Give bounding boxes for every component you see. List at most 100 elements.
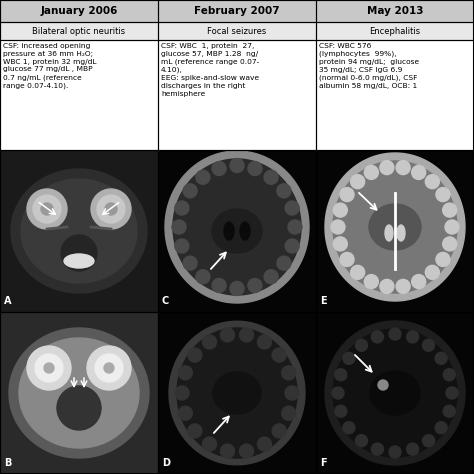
Bar	[158, 312, 316, 474]
Circle shape	[27, 346, 71, 390]
Circle shape	[212, 162, 226, 175]
Circle shape	[95, 354, 123, 382]
Circle shape	[425, 265, 439, 279]
Circle shape	[277, 256, 291, 270]
Circle shape	[178, 366, 192, 380]
Bar	[158, 150, 316, 312]
Bar	[158, 22, 316, 40]
Circle shape	[356, 435, 367, 447]
Circle shape	[435, 352, 447, 365]
Circle shape	[443, 237, 456, 251]
Circle shape	[212, 278, 226, 292]
Circle shape	[175, 386, 189, 400]
Ellipse shape	[240, 222, 250, 240]
Bar	[316, 150, 474, 312]
Bar	[158, 312, 316, 474]
Polygon shape	[21, 179, 137, 283]
Circle shape	[41, 203, 53, 215]
Circle shape	[331, 220, 345, 234]
Circle shape	[365, 165, 378, 180]
Circle shape	[351, 265, 365, 279]
Bar	[316, 0, 474, 22]
Circle shape	[343, 422, 355, 434]
Polygon shape	[9, 328, 149, 458]
Circle shape	[239, 328, 254, 342]
Circle shape	[412, 274, 426, 289]
Circle shape	[422, 339, 435, 351]
Circle shape	[407, 331, 419, 343]
Circle shape	[97, 195, 125, 223]
Circle shape	[248, 162, 262, 175]
Circle shape	[365, 274, 378, 289]
Circle shape	[272, 348, 286, 362]
Circle shape	[282, 366, 296, 380]
Text: January 2006: January 2006	[40, 6, 118, 16]
Ellipse shape	[385, 225, 393, 241]
Circle shape	[389, 328, 401, 340]
Bar	[0, 40, 158, 150]
Circle shape	[175, 239, 189, 253]
Bar	[0, 150, 158, 312]
Circle shape	[196, 170, 210, 184]
Polygon shape	[333, 329, 457, 457]
Text: May 2013: May 2013	[367, 6, 423, 16]
Circle shape	[230, 158, 244, 173]
Circle shape	[435, 422, 447, 434]
Polygon shape	[11, 169, 147, 293]
Bar	[158, 22, 316, 40]
Text: Focal seizures: Focal seizures	[207, 27, 266, 36]
Circle shape	[380, 279, 394, 293]
Polygon shape	[325, 153, 465, 301]
Polygon shape	[19, 338, 139, 448]
Circle shape	[105, 203, 117, 215]
Bar	[0, 312, 158, 474]
Circle shape	[351, 174, 365, 189]
Circle shape	[396, 279, 410, 293]
Bar	[158, 40, 316, 150]
Circle shape	[87, 346, 131, 390]
Circle shape	[443, 369, 455, 381]
Circle shape	[91, 189, 131, 229]
Bar	[316, 312, 474, 474]
Circle shape	[220, 328, 235, 342]
Bar	[316, 150, 474, 312]
Ellipse shape	[370, 371, 420, 415]
Circle shape	[285, 386, 299, 400]
Circle shape	[178, 406, 192, 420]
Circle shape	[288, 220, 302, 234]
Circle shape	[188, 348, 202, 362]
Polygon shape	[169, 321, 305, 465]
Text: February 2007: February 2007	[194, 6, 280, 16]
Text: B: B	[4, 458, 11, 468]
Circle shape	[335, 369, 347, 381]
Polygon shape	[333, 161, 457, 293]
Circle shape	[183, 184, 197, 198]
Circle shape	[285, 239, 299, 253]
Bar	[316, 312, 474, 474]
Circle shape	[202, 437, 217, 451]
Circle shape	[396, 161, 410, 174]
Circle shape	[356, 339, 367, 351]
Circle shape	[257, 335, 272, 349]
Bar	[158, 40, 316, 150]
Ellipse shape	[212, 209, 262, 253]
Bar	[0, 22, 158, 40]
Circle shape	[436, 188, 450, 201]
Bar	[158, 0, 316, 22]
Circle shape	[285, 201, 299, 215]
Bar	[316, 40, 474, 150]
Circle shape	[340, 253, 354, 266]
Text: C: C	[162, 296, 169, 306]
Circle shape	[443, 405, 455, 417]
Circle shape	[340, 188, 354, 201]
Bar	[158, 0, 316, 22]
Circle shape	[380, 161, 394, 174]
Circle shape	[425, 174, 439, 189]
Bar	[0, 312, 158, 474]
Polygon shape	[177, 328, 297, 458]
Bar	[316, 40, 474, 150]
Circle shape	[333, 203, 347, 217]
Text: CSF: WBC 576
(lymphocytes  99%),
protein 94 mg/dL;  glucose
35 mg/dL; CSF IgG 6.: CSF: WBC 576 (lymphocytes 99%), protein …	[319, 43, 419, 89]
Ellipse shape	[369, 204, 421, 250]
Circle shape	[407, 443, 419, 455]
